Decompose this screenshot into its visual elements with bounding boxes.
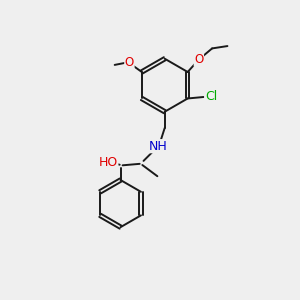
Text: O: O [125,56,134,69]
Text: HO: HO [99,157,118,169]
Text: NH: NH [149,140,168,153]
Text: Cl: Cl [205,91,217,103]
Text: O: O [194,53,203,66]
